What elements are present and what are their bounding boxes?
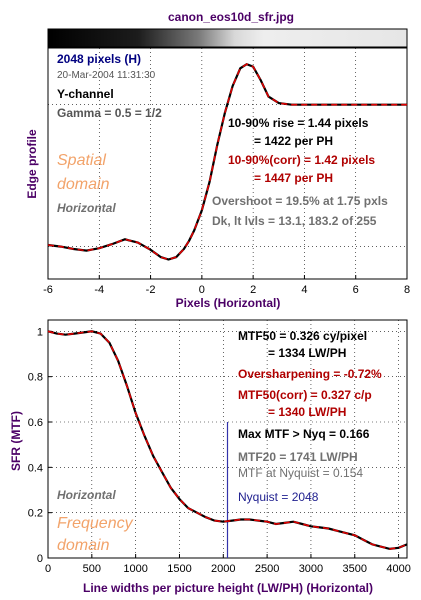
spatial-domain-word2: domain bbox=[57, 176, 110, 193]
mtf50-label: MTF50 = 0.326 cy/pixel bbox=[238, 329, 367, 343]
oversharpening-label: Oversharpening = -0.72% bbox=[238, 367, 382, 381]
frequency-domain-word2: domain bbox=[57, 537, 110, 554]
edge-rise-label: 10-90% rise = 1.44 pixels bbox=[228, 116, 369, 130]
edge-profile-corr-line bbox=[47, 63, 407, 261]
edge-rise-corr-label: 10-90%(corr) = 1.42 pixels bbox=[228, 153, 375, 167]
edge-y-label: Edge profile bbox=[25, 129, 39, 199]
mtf-y-tick-label: 0.2 bbox=[28, 508, 43, 520]
mtf-x-label: Line widths per picture height (LW/PH) (… bbox=[83, 581, 373, 595]
edge-x-tick-label: 6 bbox=[353, 284, 359, 296]
mtf-y-label: SFR (MTF) bbox=[9, 411, 23, 471]
edge-curves bbox=[47, 62, 407, 261]
mtf-x-tick-label: 2500 bbox=[255, 563, 279, 575]
mtf50-lw-label: = 1334 LW/PH bbox=[268, 346, 346, 360]
edge-gamma-label: Gamma = 0.5 = 1/2 bbox=[57, 106, 162, 120]
mtf-x-tick-label: 4000 bbox=[386, 563, 410, 575]
mtf-x-tick-label: 3000 bbox=[299, 563, 323, 575]
mtf-x-tick-label: 1500 bbox=[167, 563, 191, 575]
edge-x-tick-label: 0 bbox=[199, 284, 205, 296]
mtf-corr-line bbox=[47, 330, 408, 550]
mtf-curves bbox=[47, 330, 408, 558]
figure-title: canon_eos10d_sfr.jpg bbox=[168, 10, 294, 24]
mtf-y-tick-label: 0.4 bbox=[28, 462, 43, 474]
mtf-x-tick-label: 3500 bbox=[343, 563, 367, 575]
edge-plot-area bbox=[47, 47, 408, 280]
edge-channel-label: Y-channel bbox=[57, 87, 114, 101]
edge-rise-ph-label: = 1422 per PH bbox=[254, 134, 333, 148]
mtf-x-tick-label: 1000 bbox=[123, 563, 147, 575]
edge-x-tick-label: 8 bbox=[404, 284, 410, 296]
mtf-ticks: 0 500 1000 1500 2000 2500 3000 3500 4000 0 0.2 0.4 0… bbox=[28, 326, 411, 575]
edge-profile-chart: -6 -4 -2 0 2 4 6 8 Pixels (Horizontal) Edge pro… bbox=[25, 47, 410, 310]
mtf-x-tick-label: 500 bbox=[83, 563, 101, 575]
edge-levels-label: Dk, lt lvls = 13.1, 183.2 of 255 bbox=[212, 214, 377, 228]
frequency-domain-word1: Frequency bbox=[57, 515, 134, 532]
edge-overshoot-label: Overshoot = 19.5% at 1.75 pxls bbox=[212, 194, 388, 208]
mtf-y-tick-label: 1 bbox=[37, 326, 43, 338]
edge-x-tick-label: -4 bbox=[94, 284, 104, 296]
mtf-y-tick-label: 0.6 bbox=[28, 417, 43, 429]
edge-x-tick-label: -6 bbox=[43, 284, 53, 296]
edge-x-tick-label: -2 bbox=[146, 284, 156, 296]
edge-direction-label: Horizontal bbox=[57, 201, 116, 215]
mtf50-corr-lw-label: = 1340 LW/PH bbox=[268, 405, 346, 419]
edge-x-ticks: -6 -4 -2 0 2 4 6 8 bbox=[43, 275, 410, 296]
edge-x-tick-label: 2 bbox=[250, 284, 256, 296]
mtf-x-tick-label: 0 bbox=[45, 563, 51, 575]
mtf20-label: MTF20 = 1741 LW/PH bbox=[238, 450, 358, 464]
edge-grid bbox=[48, 48, 407, 279]
mtf-x-tick-label: 2000 bbox=[211, 563, 235, 575]
nyquist-label: Nyquist = 2048 bbox=[238, 490, 319, 504]
edge-date-label: 20-Mar-2004 11:31:30 bbox=[57, 70, 156, 81]
edge-image-strip bbox=[47, 28, 408, 48]
edge-rise-corr-ph-label: = 1447 per PH bbox=[254, 171, 333, 185]
mtf50-corr-label: MTF50(corr) = 0.327 c/p bbox=[238, 388, 372, 402]
mtf-y-tick-label: 0.8 bbox=[28, 372, 43, 384]
edge-x-label: Pixels (Horizontal) bbox=[176, 296, 281, 310]
mtf-y-tick-label: 0 bbox=[37, 553, 43, 565]
spatial-domain-word1: Spatial bbox=[57, 152, 106, 169]
max-mtf-label: Max MTF > Nyq = 0.166 bbox=[238, 427, 370, 441]
edge-pixels-label: 2048 pixels (H) bbox=[57, 52, 141, 66]
mtf-chart: 0 500 1000 1500 2000 2500 3000 3500 4000 0 0.2 0.4 0… bbox=[9, 319, 411, 595]
mtf-nyquist-label: MTF at Nyquist = 0.154 bbox=[238, 466, 363, 480]
edge-x-tick-label: 4 bbox=[301, 284, 307, 296]
mtf-direction-label: Horizontal bbox=[57, 488, 116, 502]
